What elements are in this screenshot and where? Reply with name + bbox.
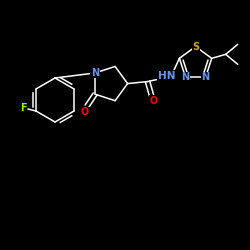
Text: O: O — [150, 96, 158, 106]
Text: N: N — [202, 72, 209, 82]
Text: O: O — [81, 107, 89, 117]
Text: S: S — [192, 42, 199, 51]
Text: HN: HN — [158, 70, 175, 81]
Text: F: F — [20, 103, 26, 113]
Text: N: N — [91, 68, 99, 78]
Text: N: N — [182, 72, 190, 82]
